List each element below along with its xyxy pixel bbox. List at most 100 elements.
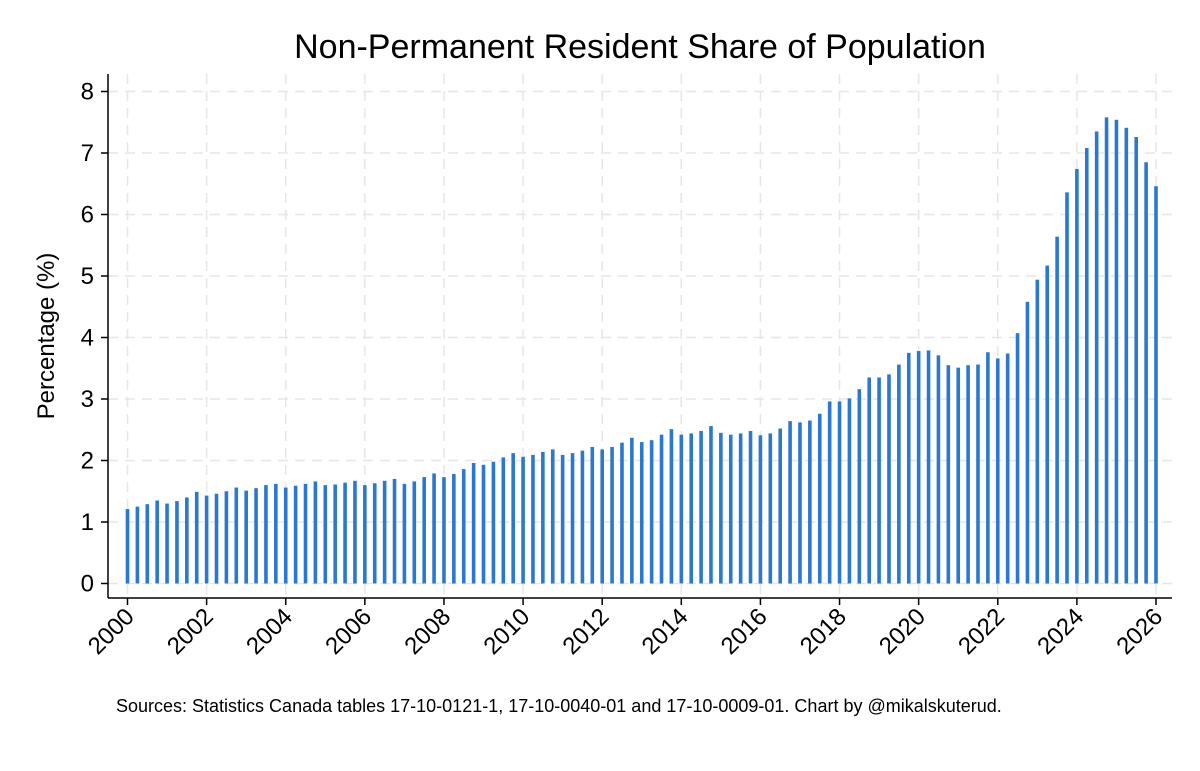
bar	[244, 490, 248, 584]
bar	[1015, 333, 1020, 584]
bar	[452, 474, 456, 584]
bar	[165, 503, 169, 584]
bar	[541, 451, 545, 584]
bar	[897, 364, 901, 584]
bar	[422, 477, 426, 584]
bar	[728, 434, 733, 584]
bar	[511, 453, 515, 584]
bar	[1154, 186, 1158, 584]
bar	[491, 461, 496, 584]
bar	[610, 446, 614, 584]
bar	[194, 491, 199, 584]
bar	[887, 374, 891, 584]
bar	[580, 450, 585, 584]
bar	[639, 442, 644, 584]
bar	[758, 435, 763, 584]
bar	[432, 473, 436, 584]
bar	[1065, 192, 1069, 584]
x-tick-label: 2014	[637, 603, 694, 660]
bar	[926, 350, 931, 584]
bar	[303, 483, 308, 584]
bar	[906, 352, 911, 584]
x-ticks: 2000 2002 2004 2006 2008 2010 2012 2014 2016 2018…	[83, 598, 1168, 660]
chart-title: Non-Permanent Resident Share of Populati…	[294, 28, 986, 66]
bar	[155, 500, 159, 584]
bar	[234, 487, 239, 584]
bar	[719, 432, 723, 584]
x-tick-label: 2002	[162, 603, 219, 660]
bar	[877, 377, 881, 584]
bar	[1134, 137, 1139, 584]
bar	[966, 365, 970, 584]
x-tick-label: 2006	[320, 603, 377, 660]
bar	[323, 485, 328, 584]
bar	[333, 484, 337, 584]
bar	[224, 491, 229, 584]
x-tick-label: 2016	[716, 603, 773, 660]
bar	[125, 509, 130, 584]
bar	[956, 367, 961, 584]
bar	[461, 469, 466, 584]
x-tick-label: 2012	[558, 603, 615, 660]
y-tick-label: 7	[81, 140, 94, 167]
y-tick-label: 3	[81, 386, 94, 413]
bar	[1104, 117, 1109, 584]
y-tick-label: 2	[81, 448, 94, 475]
x-tick-label: 2000	[83, 603, 140, 660]
bar	[283, 487, 288, 584]
bar	[1005, 353, 1010, 584]
bar	[798, 422, 802, 584]
bar	[363, 485, 367, 584]
bar	[204, 495, 209, 584]
y-ticks: 0 1 2 3 4 5 6 7 8	[81, 79, 108, 598]
x-tick-label: 2026	[1111, 603, 1168, 660]
bar	[827, 401, 832, 584]
bar	[936, 355, 941, 584]
chart-footnote: Sources: Statistics Canada tables 17-10-…	[116, 696, 1002, 716]
bar	[689, 433, 693, 584]
y-tick-label: 0	[81, 571, 94, 598]
bar	[995, 358, 1000, 584]
bar	[521, 456, 525, 584]
bar	[293, 485, 298, 584]
bar	[412, 481, 417, 584]
bar	[550, 449, 555, 584]
bar	[560, 454, 565, 584]
bar	[590, 446, 595, 584]
bar	[1035, 279, 1040, 584]
bar	[600, 449, 604, 584]
bar	[817, 413, 822, 584]
bar	[353, 480, 357, 584]
bar	[669, 429, 674, 584]
bar	[570, 453, 575, 584]
bar	[471, 462, 476, 584]
bar	[620, 442, 624, 584]
bar	[442, 477, 446, 584]
x-tick-label: 2018	[795, 603, 852, 660]
x-tick-label: 2020	[874, 603, 931, 660]
bar	[372, 483, 377, 584]
bar	[1075, 168, 1079, 584]
bar	[274, 483, 278, 584]
bar	[531, 454, 535, 584]
bar	[867, 377, 872, 584]
bar	[501, 457, 506, 584]
x-tick-label: 2024	[1032, 603, 1089, 660]
bar	[175, 501, 179, 584]
bar	[738, 433, 743, 584]
bar	[649, 440, 654, 584]
bar	[748, 430, 753, 584]
bar	[1025, 301, 1030, 584]
bar	[1045, 265, 1050, 584]
y-tick-label: 8	[81, 79, 94, 106]
bar	[402, 483, 407, 584]
x-tick-label: 2004	[241, 603, 298, 660]
bar	[768, 433, 773, 584]
y-tick-label: 6	[81, 202, 94, 229]
bar	[1094, 131, 1099, 584]
bar	[916, 351, 921, 584]
bar	[946, 365, 951, 584]
bar	[778, 428, 783, 584]
bar	[214, 493, 219, 584]
